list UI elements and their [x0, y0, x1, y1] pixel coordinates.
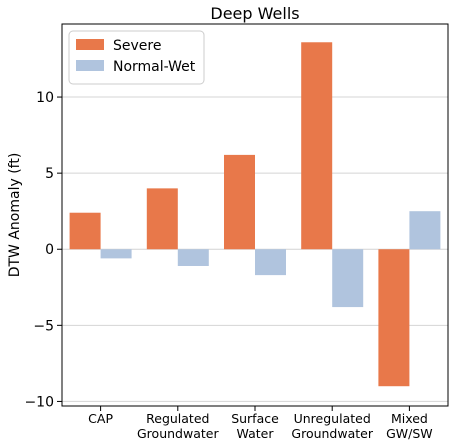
legend-swatch [76, 60, 104, 71]
legend-label: Severe [113, 38, 161, 54]
y-axis-label: DTW Anomaly (ft) [7, 153, 23, 278]
x-axis-ticks: CAP Regulated Groundwater Surface Water Unreg… [88, 406, 433, 441]
x-tick-label: CAP [88, 411, 113, 426]
chart-title: Deep Wells [210, 4, 299, 23]
y-tick-label: 5 [45, 166, 54, 182]
y-tick-label: 10 [36, 90, 54, 106]
bars [69, 42, 441, 387]
bar-severe [69, 212, 101, 250]
x-tick-label: Unregulated Groundwater [291, 411, 373, 441]
x-tick-label: Regulated Groundwater [137, 411, 219, 441]
legend-swatch [76, 39, 104, 50]
y-tick-label: 0 [45, 242, 54, 258]
bar-normal-wet [332, 249, 364, 308]
bar-severe [146, 188, 178, 250]
bar-normal-wet [100, 249, 132, 259]
bar-severe [378, 249, 410, 387]
bar-normal-wet [255, 249, 286, 276]
legend-label: Normal-Wet [113, 59, 196, 75]
y-tick-label: −5 [33, 318, 54, 334]
x-tick-label: Mixed GW/SW [386, 411, 433, 441]
y-tick-label: −10 [24, 394, 54, 410]
bar-normal-wet [409, 211, 441, 250]
x-tick-label: Surface Water [231, 411, 279, 441]
bar-severe [224, 154, 255, 250]
bar-severe [301, 42, 333, 250]
bar-normal-wet [177, 249, 209, 266]
legend: Severe Normal-Wet [68, 30, 205, 85]
y-axis-ticks: −10 −5 0 5 10 [24, 90, 62, 410]
